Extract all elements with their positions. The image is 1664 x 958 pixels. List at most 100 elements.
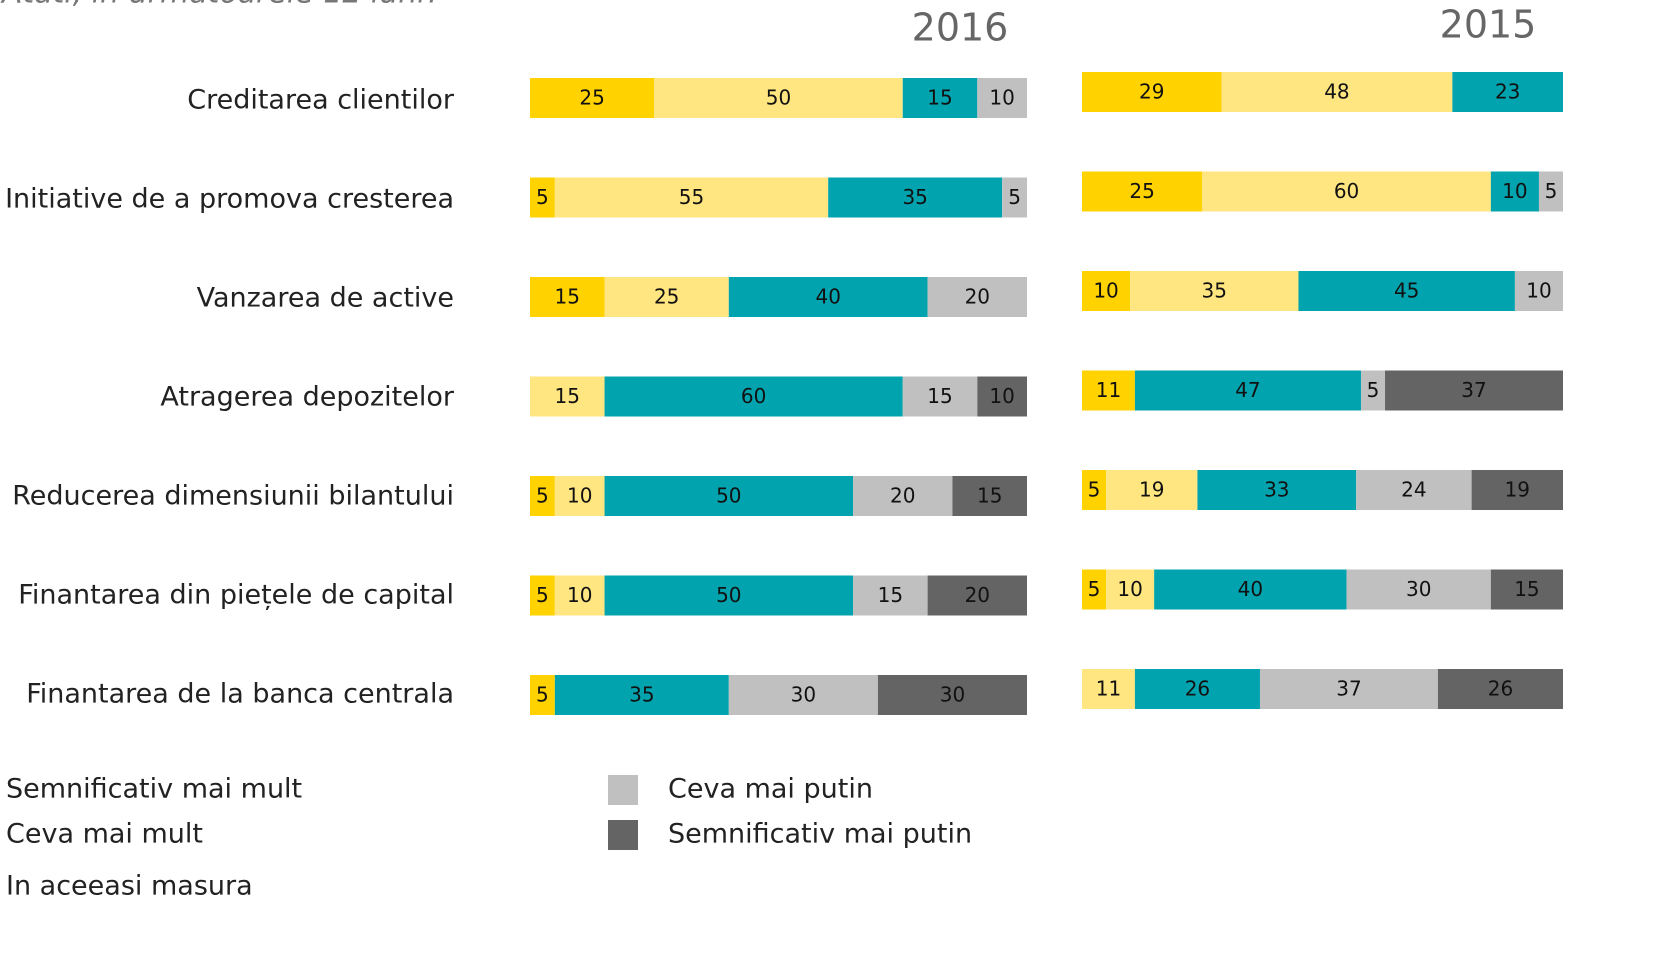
legend-label: Semnificativ mai putin (668, 819, 972, 850)
value-label: 60 (741, 384, 766, 408)
category-label: Reducerea dimensiunii bilantului (12, 481, 454, 512)
value-label: 48 (1324, 80, 1349, 104)
bar-segment (1514, 271, 1563, 311)
legend-label: Ceva mai putin (668, 774, 873, 805)
value-label: 15 (555, 285, 580, 309)
value-label: 19 (1139, 478, 1164, 502)
bar-segment (1154, 569, 1347, 610)
bar-segment (554, 476, 605, 516)
bar-segment (530, 575, 555, 616)
category-label: Atragerea depozitelor (160, 382, 455, 413)
value-label: 35 (902, 185, 927, 209)
bar-segment (530, 78, 655, 118)
value-label: 19 (1505, 478, 1530, 502)
bar-segment (977, 78, 1027, 118)
value-label: 20 (965, 285, 990, 309)
value-label: 20 (965, 583, 990, 607)
value-label: 47 (1235, 378, 1260, 402)
bar-segment (1082, 72, 1222, 112)
value-label: 5 (1088, 577, 1101, 601)
bar-segment (1197, 470, 1357, 510)
value-label: 45 (1394, 279, 1419, 303)
value-label: 10 (989, 384, 1014, 408)
value-label: 15 (1514, 577, 1539, 601)
bar-segment (853, 575, 928, 616)
value-label: 33 (1264, 478, 1289, 502)
bar-segment (1490, 569, 1563, 610)
bar-segment (554, 575, 605, 616)
value-label: 5 (1545, 179, 1558, 203)
value-label: 10 (1093, 279, 1118, 303)
bar-segment (902, 78, 978, 118)
bar-segment (1082, 669, 1135, 709)
bar-segment (530, 277, 605, 317)
value-label: 15 (927, 86, 952, 110)
value-label: 10 (567, 583, 592, 607)
bar-segment (530, 376, 605, 417)
value-label: 5 (1367, 378, 1380, 402)
value-label: 23 (1495, 80, 1520, 104)
value-label: 5 (536, 185, 549, 209)
bar-segment (1106, 569, 1155, 610)
bar-segment (728, 675, 878, 715)
value-label: 37 (1461, 378, 1486, 402)
value-label: 26 (1185, 677, 1210, 701)
bar-segment (1082, 569, 1107, 610)
value-label: 25 (1129, 179, 1154, 203)
bar-segment (530, 675, 555, 715)
value-label: 24 (1401, 478, 1426, 502)
bar-segment (927, 575, 1027, 616)
bar-segment (1490, 171, 1539, 212)
bar-segment (1130, 271, 1299, 311)
value-label: 30 (791, 683, 816, 707)
bar-segment (1082, 370, 1135, 411)
value-label: 10 (1502, 179, 1527, 203)
value-label: 30 (1406, 577, 1431, 601)
value-label: 11 (1096, 378, 1121, 402)
bar-segment (1134, 669, 1260, 709)
value-label: 10 (1526, 279, 1551, 303)
value-label: 35 (1202, 279, 1227, 303)
legend-label: In aceeasi masura (6, 871, 253, 902)
value-label: 10 (1117, 577, 1142, 601)
panel-title: 2016 (912, 6, 1009, 50)
legend-label: Semnificativ mai mult (6, 774, 302, 805)
bar-segment (554, 675, 729, 715)
bar-segment (1082, 171, 1203, 212)
bar-segment (1346, 569, 1491, 610)
bar-segment (1106, 470, 1198, 510)
value-label: 11 (1096, 677, 1121, 701)
chart-subtitle: Atati, in urmatoarele 12 luni? (0, 0, 442, 11)
value-label: 50 (716, 484, 741, 508)
value-label: 50 (766, 86, 791, 110)
value-label: 37 (1336, 677, 1361, 701)
bar-segment (1259, 669, 1438, 709)
bar-segment (1360, 370, 1386, 411)
value-label: 10 (989, 86, 1014, 110)
bar-segment (1437, 669, 1563, 709)
category-label: Initiative de a promova cresterea (5, 184, 454, 215)
bar-segment (554, 177, 829, 218)
bar-segment (1538, 171, 1563, 212)
bar-segment (877, 675, 1027, 715)
bar-segment (530, 476, 555, 516)
bar-segment (530, 177, 555, 218)
value-label: 26 (1488, 677, 1513, 701)
bar-segment (728, 277, 928, 317)
bar-segment (1082, 470, 1107, 510)
bar-segment (853, 476, 953, 516)
value-label: 40 (1238, 577, 1263, 601)
value-label: 5 (536, 484, 549, 508)
value-label: 5 (1008, 185, 1021, 209)
panel-title: 2015 (1440, 3, 1537, 47)
category-label: Creditarea clientilor (187, 85, 455, 116)
bar-segment (1471, 470, 1563, 510)
value-label: 5 (536, 683, 549, 707)
bar-segment (828, 177, 1003, 218)
bar-segment (1221, 72, 1453, 112)
bar-segment (902, 376, 978, 417)
bar-segment (1356, 470, 1472, 510)
bar-segment (1452, 72, 1563, 112)
bar-segment (604, 376, 903, 417)
